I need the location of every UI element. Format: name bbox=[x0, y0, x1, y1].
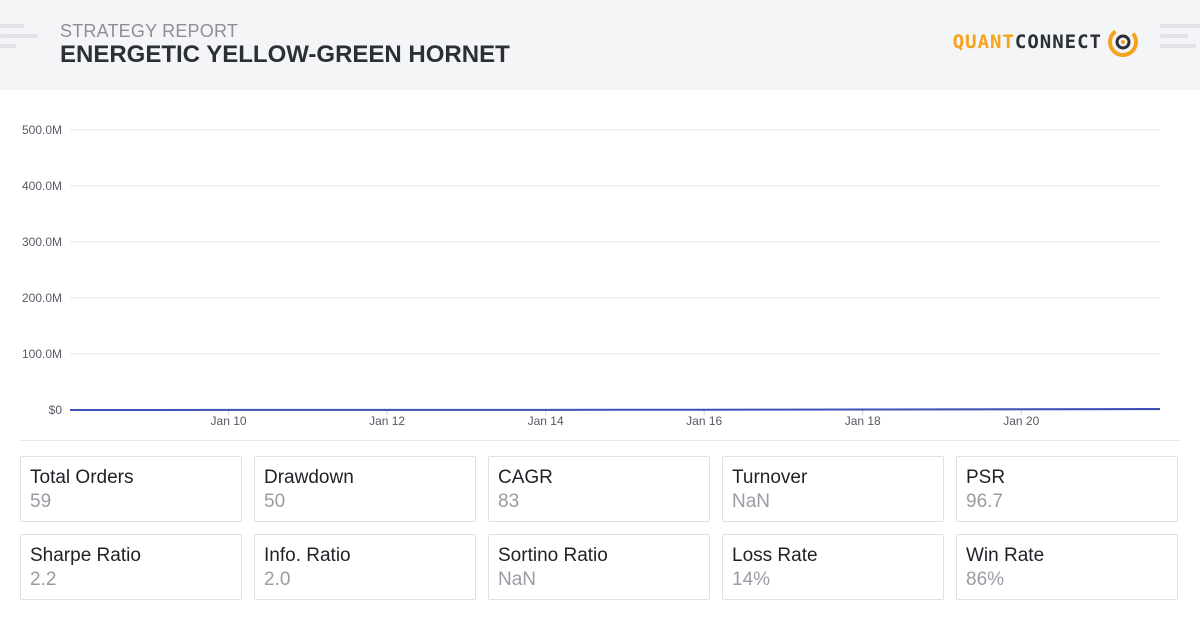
stat-card: Drawdown 50 bbox=[254, 456, 476, 522]
header-decoration-left bbox=[0, 24, 38, 54]
stat-card: Sortino Ratio NaN bbox=[488, 534, 710, 600]
logo-wordmark-connect: CONNECT bbox=[1014, 31, 1102, 53]
x-tick-label: Jan 16 bbox=[686, 414, 722, 428]
stat-value: 96.7 bbox=[966, 491, 1003, 512]
x-tick-label: Jan 10 bbox=[211, 414, 247, 428]
stat-value: NaN bbox=[498, 569, 537, 590]
y-tick-label: 300.0M bbox=[22, 235, 62, 249]
stat-card: Win Rate 86% bbox=[956, 534, 1178, 600]
stat-card: Total Orders 59 bbox=[20, 456, 242, 522]
stat-label: Turnover bbox=[732, 467, 808, 488]
chart-divider bbox=[20, 440, 1180, 441]
y-tick-label: 100.0M bbox=[22, 347, 62, 361]
y-tick-label: 500.0M bbox=[22, 123, 62, 137]
x-tick-label: Jan 20 bbox=[1003, 414, 1039, 428]
stat-card: CAGR 83 bbox=[488, 456, 710, 522]
stat-label: Total Orders bbox=[30, 467, 134, 488]
stat-label: Sharpe Ratio bbox=[30, 545, 141, 566]
stat-value: 2.0 bbox=[264, 569, 291, 590]
stat-label: Info. Ratio bbox=[264, 545, 351, 566]
stat-label: CAGR bbox=[498, 467, 553, 488]
stat-value: NaN bbox=[732, 491, 771, 512]
stat-card: Loss Rate 14% bbox=[722, 534, 944, 600]
stat-card: PSR 96.7 bbox=[956, 456, 1178, 522]
x-tick-label: Jan 14 bbox=[528, 414, 564, 428]
x-tick-label: Jan 18 bbox=[845, 414, 881, 428]
stat-label: Drawdown bbox=[264, 467, 354, 488]
y-tick-label: 400.0M bbox=[22, 179, 62, 193]
y-axis-ticks: $0 100.0M 200.0M 300.0M 400.0M 500.0M bbox=[22, 123, 62, 417]
logo-wordmark: QUANTCONNECT bbox=[953, 31, 1102, 53]
stat-value: 2.2 bbox=[30, 569, 57, 590]
logo-wordmark-quant: QUANT bbox=[952, 31, 1015, 53]
header-decoration-right bbox=[1160, 24, 1200, 54]
stat-value: 50 bbox=[264, 491, 286, 512]
stat-label: Win Rate bbox=[966, 545, 1045, 566]
stat-card: Info. Ratio 2.0 bbox=[254, 534, 476, 600]
chart-series bbox=[70, 407, 1161, 411]
y-tick-label: 200.0M bbox=[22, 291, 62, 305]
stat-value: 59 bbox=[30, 491, 52, 512]
stat-value: 14% bbox=[732, 569, 771, 590]
stat-card: Sharpe Ratio 2.2 bbox=[20, 534, 242, 600]
report-type-label: STRATEGY REPORT bbox=[60, 21, 239, 41]
x-tick-label: Jan 12 bbox=[369, 414, 405, 428]
report-header: STRATEGY REPORT ENERGETIC YELLOW-GREEN H… bbox=[0, 0, 1200, 90]
chart-grid bbox=[70, 129, 1160, 411]
y-tick-label: $0 bbox=[49, 403, 63, 417]
stat-value: 83 bbox=[498, 491, 520, 512]
stat-label: Sortino Ratio bbox=[498, 545, 608, 566]
equity-series-line bbox=[70, 407, 1161, 411]
strategy-name: ENERGETIC YELLOW-GREEN HORNET bbox=[60, 41, 510, 68]
stat-value: 86% bbox=[966, 569, 1005, 590]
quantconnect-logo: QUANTCONNECT bbox=[953, 24, 1140, 60]
quantconnect-logo-icon bbox=[1108, 27, 1138, 57]
x-axis-ticks: Jan 10 Jan 12 Jan 14 Jan 16 Jan 18 Jan 20 bbox=[211, 410, 1040, 428]
stat-label: Loss Rate bbox=[732, 545, 818, 566]
stat-label: PSR bbox=[966, 467, 1006, 488]
stat-card: Turnover NaN bbox=[722, 456, 944, 522]
